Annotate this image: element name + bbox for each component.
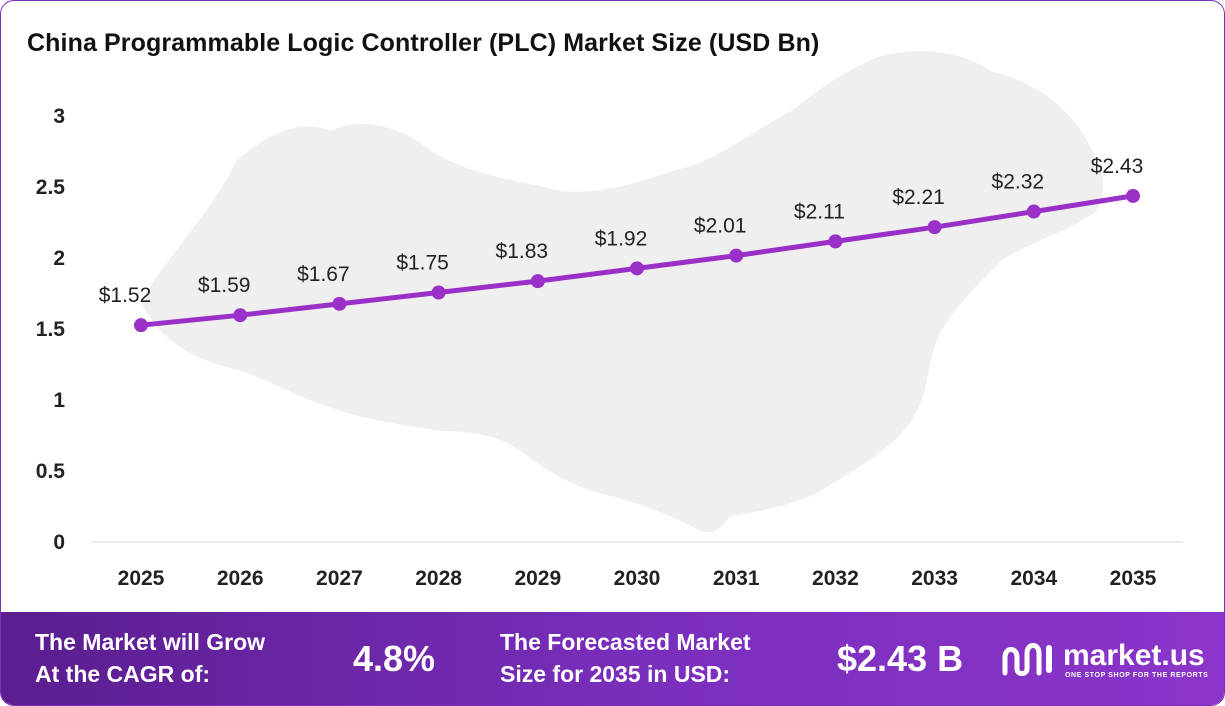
data-label: $1.52 <box>99 284 152 307</box>
x-tick-label: 2025 <box>118 567 165 590</box>
cagr-label: The Market will Grow At the CAGR of: <box>35 626 265 690</box>
data-point <box>828 234 843 249</box>
line-chart: 0 0.5 1 1.5 2 2.5 3 2025 2026 2027 2028 2029 2030 203… <box>36 51 1183 590</box>
data-label: $2.01 <box>694 215 747 238</box>
data-label: $1.83 <box>496 240 549 263</box>
forecast-label-line2: Size for 2035 in USD: <box>500 661 731 687</box>
data-label: $1.75 <box>396 252 449 275</box>
x-tick-label: 2030 <box>614 567 661 590</box>
data-label: $2.21 <box>892 186 945 209</box>
china-map-silhouette <box>141 51 1104 533</box>
data-point <box>927 220 942 235</box>
y-tick-label: 2.5 <box>36 176 66 199</box>
data-label: $2.32 <box>992 171 1045 194</box>
data-label: $1.92 <box>595 227 648 250</box>
y-tick-label: 2 <box>53 247 65 270</box>
y-tick-label: 1 <box>53 389 65 412</box>
data-point <box>332 296 347 311</box>
y-tick-label: 0.5 <box>36 460 66 483</box>
x-tick-label: 2033 <box>911 567 958 590</box>
y-tick-label: 3 <box>53 105 65 128</box>
x-tick-label: 2032 <box>812 567 859 590</box>
cagr-label-line1: The Market will Grow <box>35 629 266 655</box>
x-tick-label: 2026 <box>217 567 264 590</box>
x-tick-label: 2034 <box>1010 567 1057 590</box>
y-tick-label: 0 <box>53 531 65 554</box>
x-tick-label: 2035 <box>1110 567 1157 590</box>
forecast-label: The Forecasted Market Size for 2035 in U… <box>500 626 751 690</box>
x-tick-label: 2031 <box>713 567 760 590</box>
brand-name: market.us <box>1063 639 1205 672</box>
chart-title: China Programmable Logic Controller (PLC… <box>27 29 820 57</box>
data-label: $1.59 <box>198 274 251 297</box>
brand-tagline: ONE STOP SHOP FOR THE REPORTS <box>1065 672 1209 679</box>
data-point <box>233 308 248 323</box>
forecast-label-line1: The Forecasted Market <box>500 629 751 655</box>
data-label: $2.43 <box>1091 155 1144 178</box>
forecast-value: $2.43 B <box>837 638 964 679</box>
market-us-logo-icon <box>1002 643 1052 676</box>
data-point <box>729 248 744 263</box>
data-point <box>1126 188 1140 203</box>
data-label: $2.11 <box>794 200 845 223</box>
x-tick-label: 2029 <box>514 567 561 590</box>
cagr-value: 4.8% <box>353 638 436 679</box>
cagr-label-line2: At the CAGR of: <box>35 661 211 687</box>
y-tick-label: 1.5 <box>36 318 66 341</box>
brand-logo: market.us ONE STOP SHOP FOR THE REPORTS <box>1001 639 1208 679</box>
data-point <box>530 274 545 289</box>
x-tick-label: 2028 <box>415 567 462 590</box>
data-point <box>134 318 148 333</box>
data-point <box>1026 204 1041 219</box>
x-tick-label: 2027 <box>316 567 363 590</box>
data-point <box>630 261 644 276</box>
data-label: $1.67 <box>297 263 350 286</box>
data-point <box>431 285 446 300</box>
footer-banner: The Market will Grow At the CAGR of: 4.8… <box>1 612 1224 705</box>
